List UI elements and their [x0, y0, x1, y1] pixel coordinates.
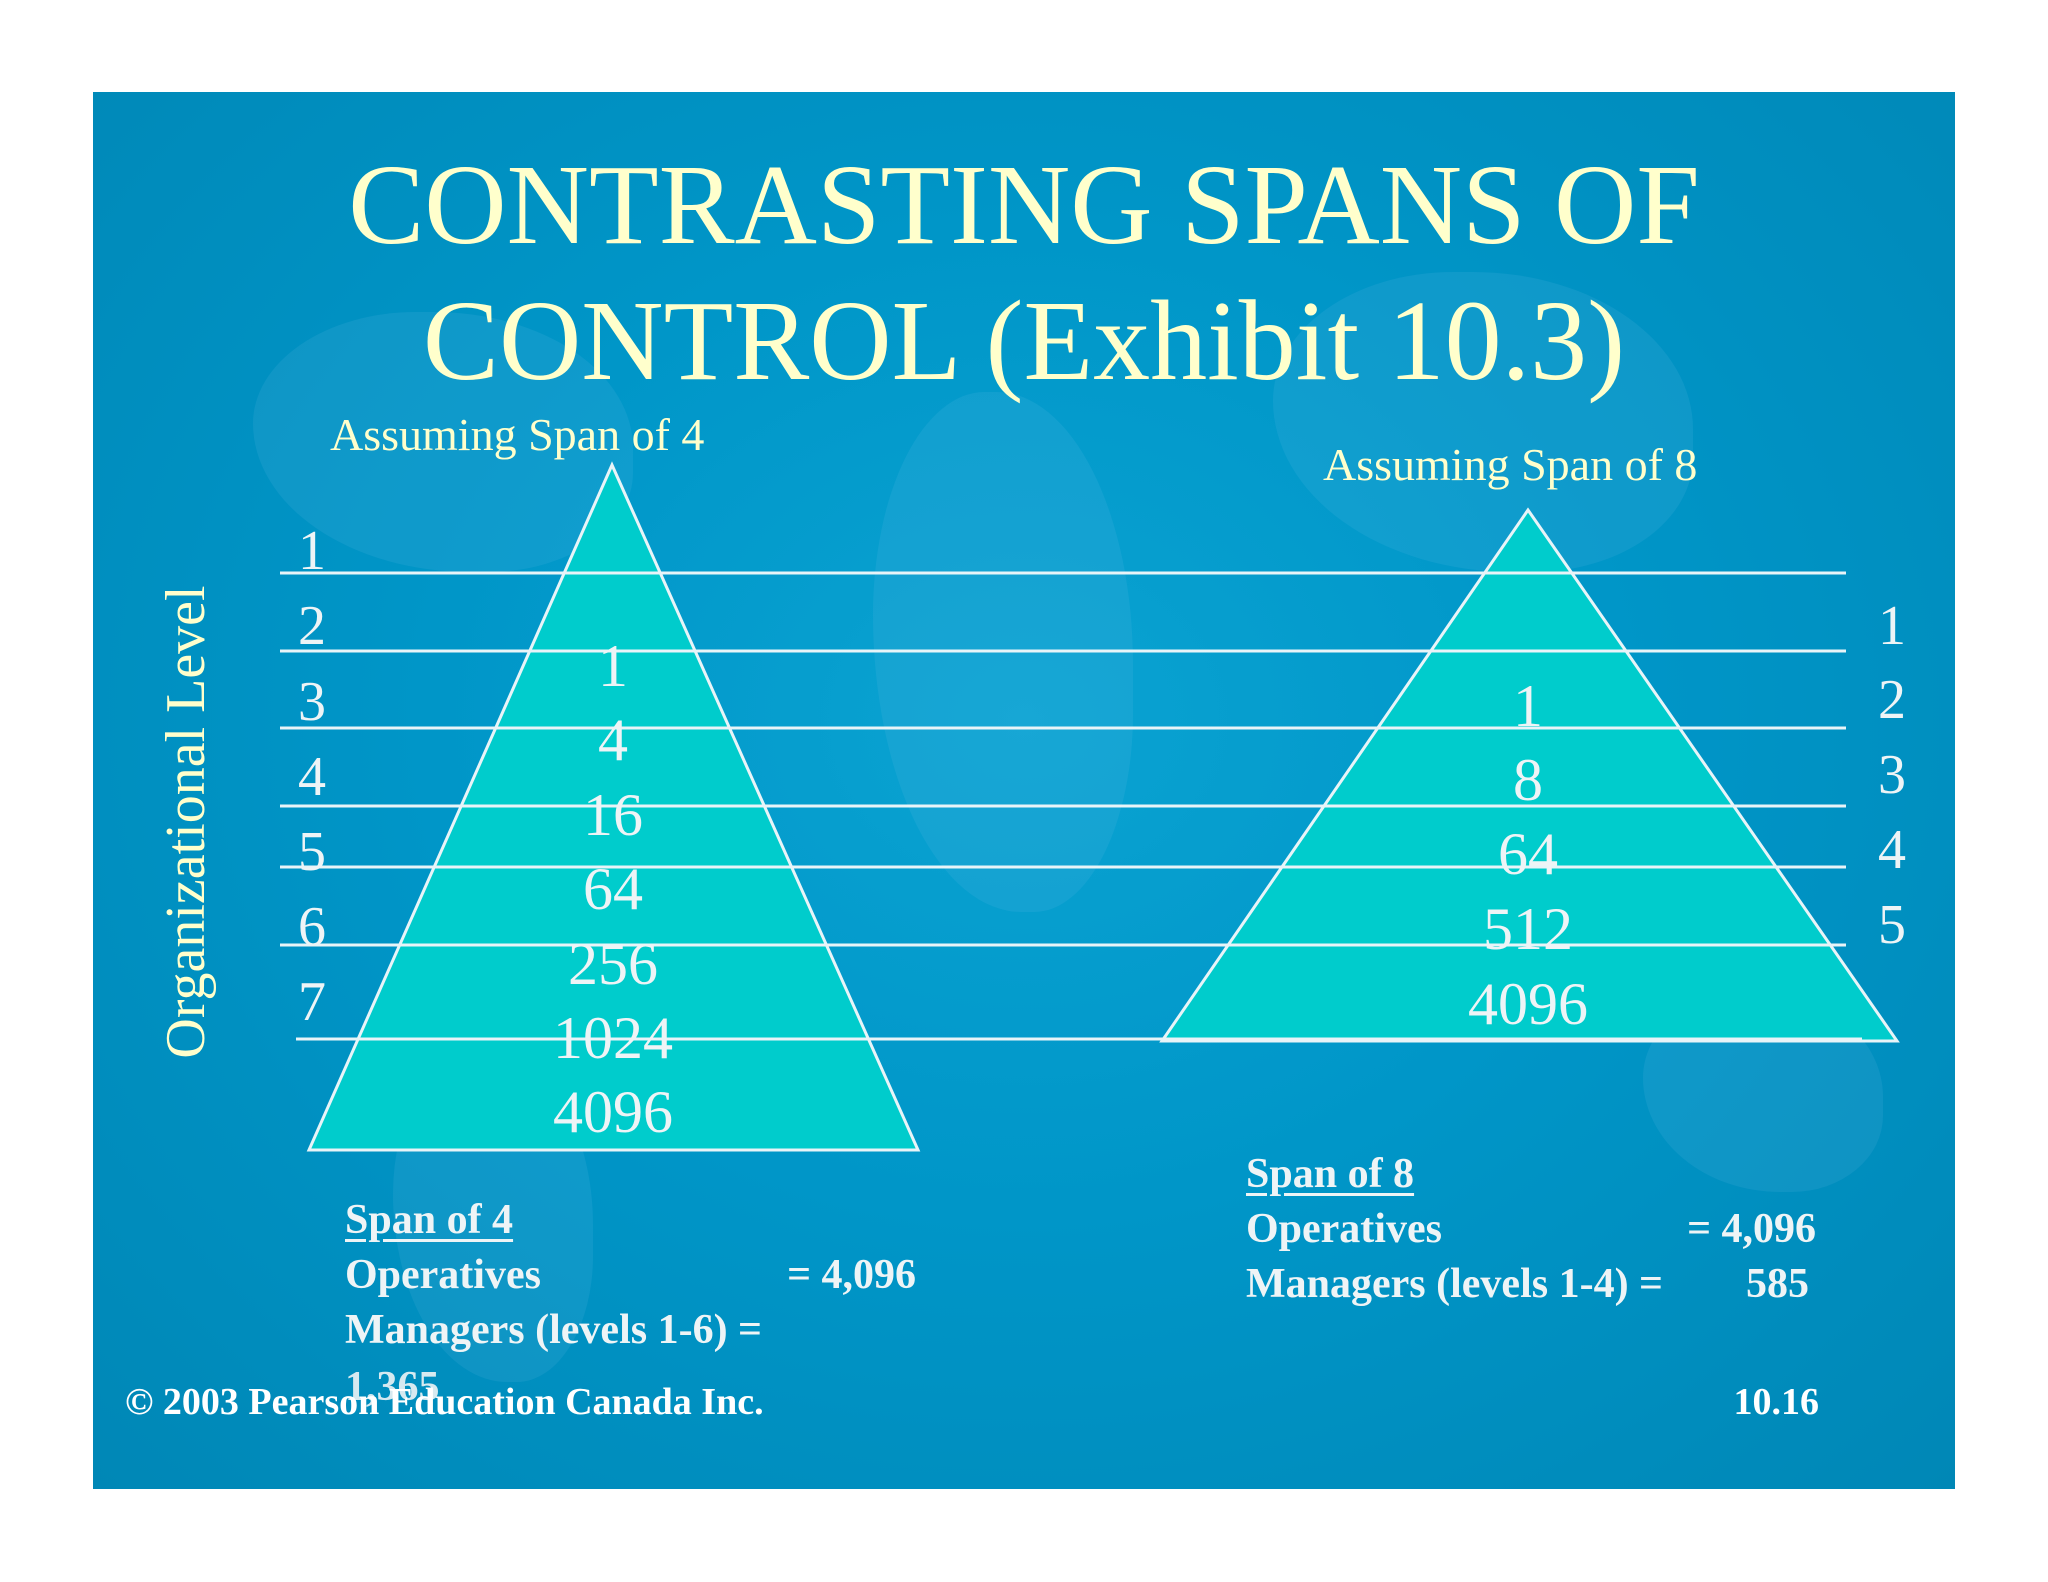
span-4-managers-label: Managers (levels 1-6) = — [345, 1307, 762, 1353]
left-level-number: 1 — [298, 520, 326, 582]
span-4-heading: Assuming Span of 4 — [330, 409, 705, 460]
right-level-number: 2 — [1878, 669, 1906, 731]
span-8-operatives-value: = 4,096 — [1687, 1206, 1816, 1252]
slide-title-line-2: CONTROL (Exhibit 10.3) — [422, 277, 1626, 404]
right-level-number: 3 — [1878, 744, 1906, 806]
span-8-pyramid — [1159, 507, 1900, 1043]
world-map-decoration — [253, 312, 633, 572]
span-4-count: 16 — [583, 782, 643, 848]
span-8-operatives-label: Operatives — [1246, 1206, 1442, 1252]
left-level-number: 2 — [298, 595, 326, 657]
span-8-count: 8 — [1513, 747, 1543, 813]
span-4-managers-value: 1,365 — [345, 1364, 440, 1410]
span-8-count: 4096 — [1468, 971, 1588, 1037]
span-8-count: 512 — [1483, 896, 1573, 962]
span-4-summary-title: Span of 4 — [345, 1197, 514, 1243]
span-4-count: 4 — [598, 707, 628, 773]
span-4-count: 4096 — [553, 1079, 673, 1145]
right-level-number: 1 — [1878, 595, 1906, 657]
span-8-managers-label: Managers (levels 1-4) = — [1246, 1261, 1663, 1307]
span-4-count: 256 — [568, 931, 658, 997]
left-level-number: 6 — [298, 896, 326, 958]
right-level-number: 5 — [1878, 894, 1906, 956]
slide-number: 10.16 — [1733, 1381, 1820, 1423]
right-level-number: 4 — [1878, 819, 1906, 881]
left-level-number: 7 — [298, 971, 326, 1033]
span-8-summary-title: Span of 8 — [1246, 1151, 1415, 1197]
span-4-count: 64 — [583, 856, 643, 922]
world-map-decoration — [1273, 272, 1693, 572]
span-4-operatives-label: Operatives — [345, 1252, 541, 1298]
span-8-managers-value: 585 — [1746, 1261, 1809, 1307]
left-level-number: 4 — [298, 746, 326, 808]
span-8-heading: Assuming Span of 8 — [1323, 439, 1698, 490]
copyright-notice: © 2003 Pearson Education Canada Inc. — [125, 1381, 764, 1423]
span-8-count: 1 — [1513, 673, 1543, 739]
span-4-operatives-value: = 4,096 — [787, 1252, 916, 1298]
organizational-level-axis-label: Organizational Level — [155, 585, 217, 1059]
left-level-number: 5 — [298, 821, 326, 883]
span-8-count: 64 — [1498, 821, 1558, 887]
span-4-count: 1024 — [553, 1005, 673, 1071]
span-4-count: 1 — [598, 633, 628, 699]
level-lines — [280, 571, 1862, 1041]
slide-title-line-1: CONTRASTING SPANS OF — [348, 141, 1700, 268]
left-level-number: 3 — [298, 671, 326, 733]
